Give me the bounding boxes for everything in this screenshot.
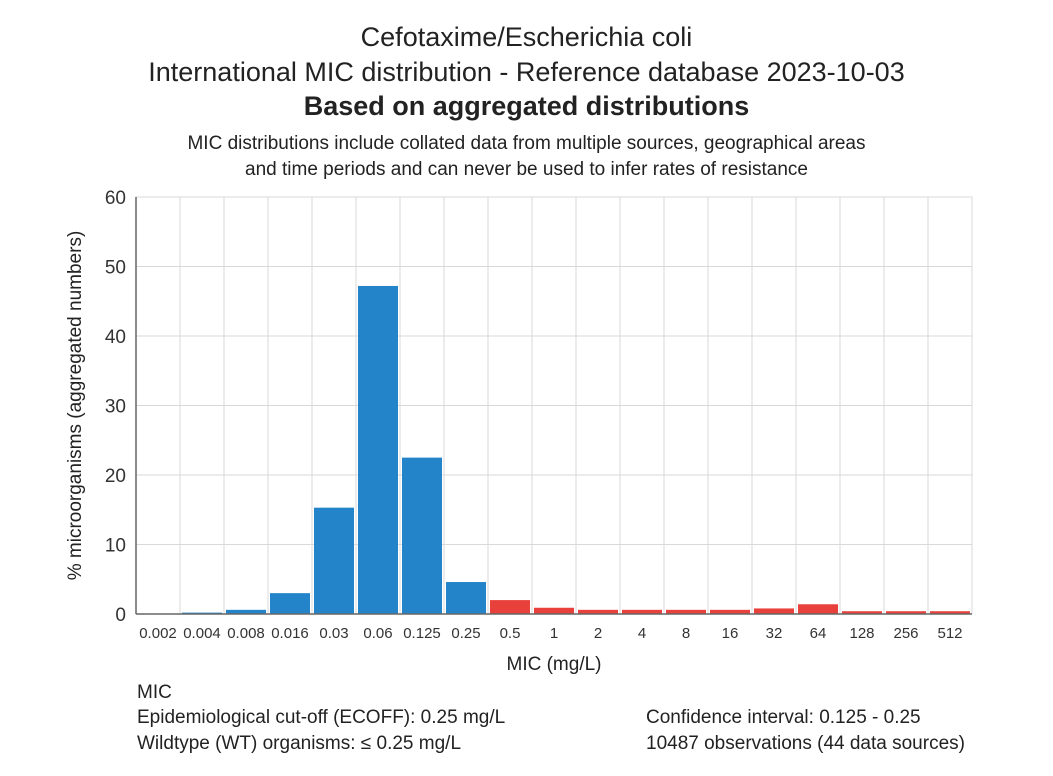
x-axis-label: MIC (mg/L) xyxy=(507,654,602,675)
x-tick-label: 0.008 xyxy=(227,625,265,642)
x-tick-label: 128 xyxy=(849,625,874,642)
x-tick-label: 0.016 xyxy=(271,625,309,642)
chart-note-line2: and time periods and can never be used t… xyxy=(245,159,808,180)
x-tick-label: 8 xyxy=(682,625,690,642)
bar-0.008 xyxy=(226,609,266,614)
x-tick-label: 0.03 xyxy=(319,625,348,642)
bar-0.5 xyxy=(490,600,530,614)
x-tick-label: 0.5 xyxy=(500,625,521,642)
x-tick-label: 0.06 xyxy=(363,625,392,642)
y-tick-label: 20 xyxy=(105,466,126,487)
y-tick-label: 10 xyxy=(105,536,126,557)
x-tick-label: 256 xyxy=(893,625,918,642)
bar-2 xyxy=(578,609,618,614)
x-tick-label: 0.004 xyxy=(183,625,221,642)
bar-64 xyxy=(798,604,838,614)
bar-0.03 xyxy=(314,507,354,614)
bar-16 xyxy=(710,609,750,614)
x-tick-label: 4 xyxy=(638,625,646,642)
y-tick-label: 60 xyxy=(105,188,126,209)
chart-note-line1: MIC distributions include collated data … xyxy=(187,133,866,154)
bar-0.125 xyxy=(402,457,442,614)
ecoff-text: Epidemiological cut-off (ECOFF): 0.25 mg… xyxy=(137,707,506,728)
y-axis-label: % microorganisms (aggregated numbers) xyxy=(65,231,86,581)
bar-0.016 xyxy=(270,593,310,614)
x-tick-label: 64 xyxy=(810,625,827,642)
y-tick-label: 30 xyxy=(105,397,126,418)
y-tick-label: 40 xyxy=(105,327,126,348)
footer-section-label: MIC xyxy=(137,682,172,703)
chart-title: Cefotaxime/Escherichia coli xyxy=(360,22,693,52)
x-tick-label: 0.002 xyxy=(139,625,177,642)
x-tick-label: 0.125 xyxy=(403,625,441,642)
x-tick-label: 512 xyxy=(937,625,962,642)
x-tick-label: 0.25 xyxy=(451,625,480,642)
y-tick-label: 0 xyxy=(115,605,126,626)
bar-512 xyxy=(930,611,970,614)
bar-256 xyxy=(886,611,926,614)
confidence-interval-text: Confidence interval: 0.125 - 0.25 xyxy=(646,707,921,728)
x-tick-label: 2 xyxy=(594,625,602,642)
x-tick-label: 16 xyxy=(722,625,739,642)
bar-32 xyxy=(754,608,794,614)
observations-text: 10487 observations (44 data sources) xyxy=(646,733,965,754)
bar-128 xyxy=(842,611,882,614)
y-tick-label: 50 xyxy=(105,258,126,279)
x-tick-label: 1 xyxy=(550,625,558,642)
chart-heading: Based on aggregated distributions xyxy=(303,91,750,121)
bar-8 xyxy=(666,609,706,614)
x-tick-label: 32 xyxy=(766,625,783,642)
bar-4 xyxy=(622,609,662,614)
bar-1 xyxy=(534,607,574,614)
bar-0.25 xyxy=(446,582,486,614)
chart-subtitle: International MIC distribution - Referen… xyxy=(148,57,905,87)
bar-0.06 xyxy=(358,285,398,614)
wildtype-text: Wildtype (WT) organisms: ≤ 0.25 mg/L xyxy=(137,733,462,754)
